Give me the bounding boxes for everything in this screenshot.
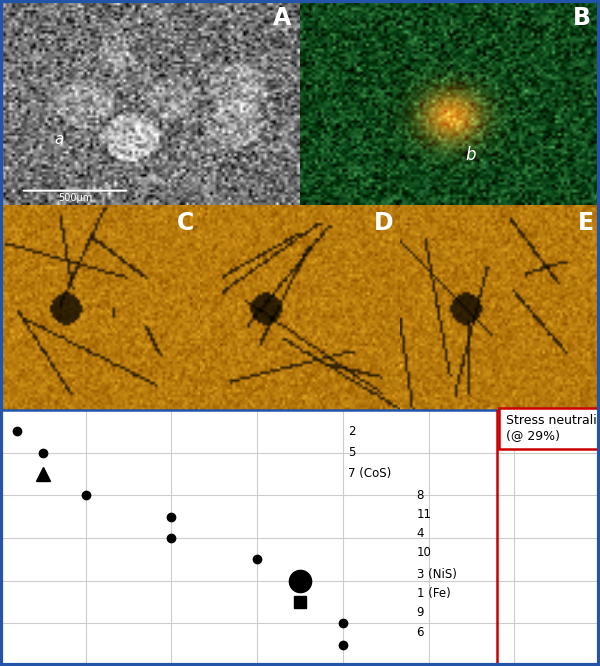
Text: E: E xyxy=(578,211,594,235)
Text: a: a xyxy=(54,131,64,147)
Text: 2: 2 xyxy=(348,425,355,438)
Text: 1 (Fe): 1 (Fe) xyxy=(416,587,451,600)
Text: 4: 4 xyxy=(416,527,424,540)
Text: B: B xyxy=(573,6,591,30)
Text: 9: 9 xyxy=(416,606,424,619)
Text: 6: 6 xyxy=(416,627,424,639)
Text: 8: 8 xyxy=(416,489,424,502)
Text: 500μm: 500μm xyxy=(58,193,92,203)
Text: 10: 10 xyxy=(416,546,431,559)
Text: A: A xyxy=(273,6,291,30)
Text: 5: 5 xyxy=(348,446,355,459)
Text: 7 (CoS): 7 (CoS) xyxy=(348,468,391,480)
Text: D: D xyxy=(374,211,394,235)
Text: C: C xyxy=(177,211,194,235)
Text: 11: 11 xyxy=(416,508,431,521)
Text: 3 (NiS): 3 (NiS) xyxy=(416,568,457,581)
Text: b: b xyxy=(465,146,476,164)
Text: Stress neutrality point
(@ 29%): Stress neutrality point (@ 29%) xyxy=(506,414,600,442)
